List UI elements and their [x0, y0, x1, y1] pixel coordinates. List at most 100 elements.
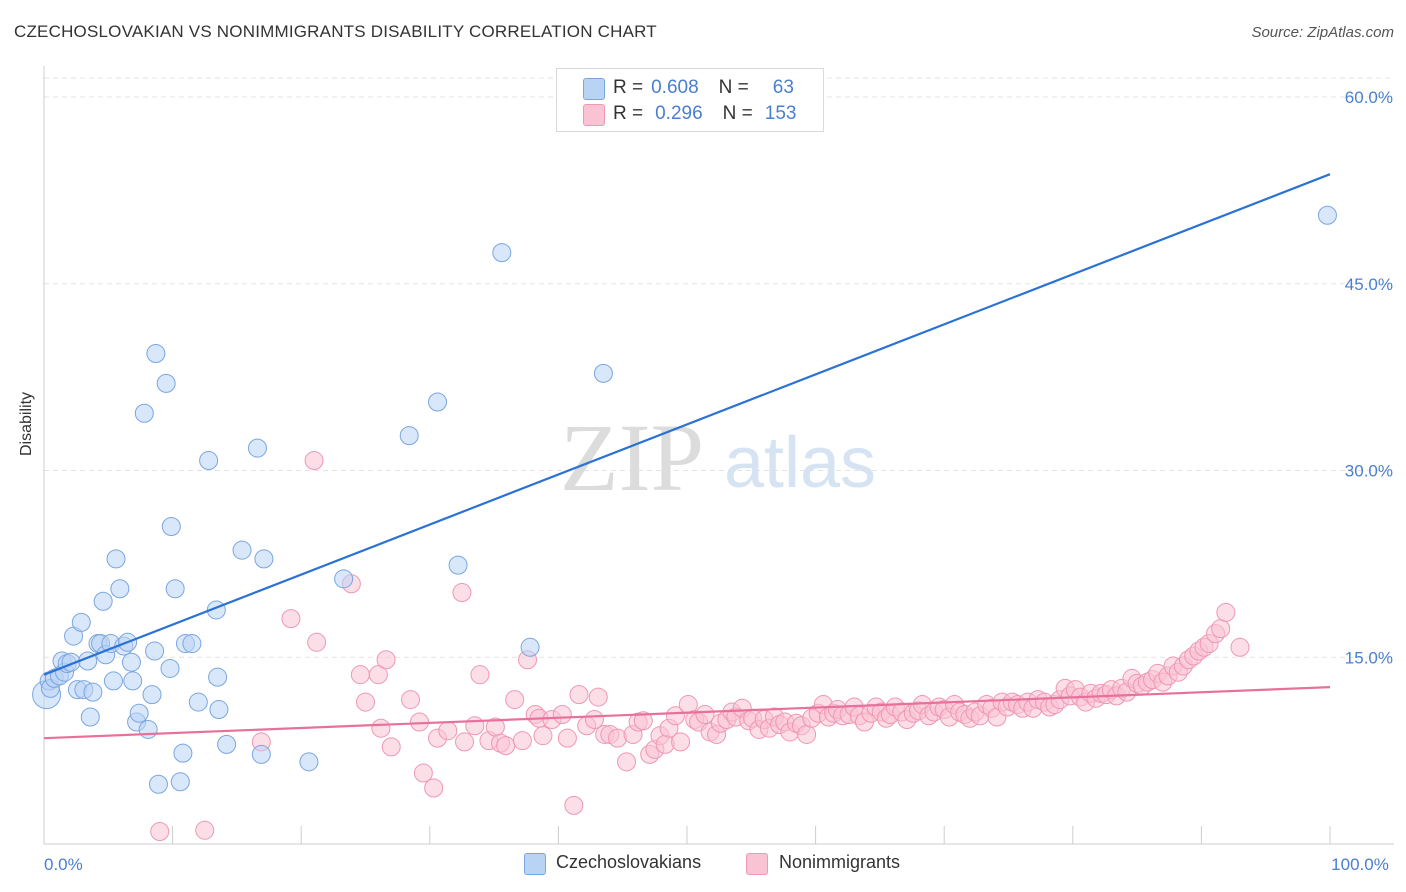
legend-czech-row: R = 0.608 N = 63 [613, 74, 794, 102]
czechoslovakians-point [146, 343, 166, 363]
legend-nonimm-row: R = 0.296 N = 153 [613, 100, 796, 128]
czechoslovakians-point [232, 540, 252, 560]
czechoslovakians-point [134, 403, 154, 423]
chart-title: CZECHOSLOVAKIAN VS NONIMMIGRANTS DISABIL… [14, 22, 657, 41]
czechoslovakians-point [161, 517, 181, 537]
nonimmigrants-point [371, 718, 391, 738]
bottom-legend-czech-label: Czechoslovakians [556, 852, 702, 872]
czechoslovakians-point [71, 612, 91, 632]
nonimmigrants-point [584, 710, 604, 729]
nonimmigrants-point [307, 632, 327, 652]
nonimmigrants-point [452, 583, 472, 603]
legend-czech-r-label: R = [613, 77, 644, 98]
czechoslovakians-point [148, 774, 168, 794]
nonimmigrants-point [376, 650, 396, 670]
czechoslovakians-point [121, 652, 141, 672]
czechoslovakians-point [593, 363, 613, 383]
trend-lines [43, 173, 1331, 740]
nonimmigrants-point [588, 687, 608, 707]
legend-czech-r-value: 0.608 [651, 77, 699, 98]
czechoslovakians-point [199, 451, 219, 471]
czechoslovakians-point [145, 641, 165, 661]
czechoslovakians-point [156, 373, 176, 393]
y-tick-label: 45.0% [1345, 275, 1393, 294]
legend-nonimm-n-label: N = [722, 103, 753, 124]
czechoslovakians-point [251, 744, 271, 764]
czechoslovakians-point [399, 426, 419, 446]
nonimmigrants-point [671, 732, 691, 752]
bottom-legend-czech-swatch [524, 853, 546, 875]
czechoslovakians-trend-line [43, 173, 1331, 676]
nonimmigrants-point [665, 706, 685, 726]
bottom-legend-nonimm-swatch [746, 853, 768, 875]
czechoslovakians-point [110, 579, 130, 599]
watermark-zip: ZIP [560, 404, 704, 511]
nonimmigrants-point [564, 795, 584, 815]
czechoslovakians-point [209, 700, 229, 720]
czechoslovakians-point [123, 671, 143, 691]
legend-czech-n-label: N = [718, 77, 749, 98]
x-tick-label: 0.0% [44, 855, 83, 874]
nonimmigrants-point [465, 716, 485, 736]
legend-nonimm-n-value: 153 [764, 103, 797, 124]
nonimmigrants-point [496, 736, 516, 756]
nonimmigrants-point [533, 726, 553, 746]
nonimmigrants-point [304, 451, 324, 471]
nonimmigrants-point [1211, 619, 1231, 639]
czechoslovakians-point [83, 682, 103, 702]
y-tick-label: 60.0% [1345, 88, 1393, 107]
nonimmigrants-point [617, 752, 637, 772]
czechoslovakians-point [428, 392, 448, 412]
x-tick-label: 100.0% [1331, 855, 1389, 874]
watermark-atlas: atlas [724, 423, 876, 503]
nonimmigrants-point [350, 665, 370, 685]
nonimmigrants-point [470, 665, 490, 685]
nonimmigrants-point [195, 820, 215, 840]
legend-nonimm-swatch [583, 104, 605, 126]
czechoslovakians-point [160, 658, 180, 678]
czechoslovakians-points [32, 205, 1337, 794]
nonimmigrants-point [455, 732, 475, 752]
y-tick-label: 15.0% [1345, 648, 1393, 667]
czechoslovakians-point [138, 719, 158, 739]
nonimmigrants-point [281, 609, 301, 629]
czechoslovakians-point [217, 734, 237, 754]
czechoslovakians-point [93, 591, 113, 611]
legend-nonimm-r-label: R = [613, 103, 644, 124]
axes [43, 66, 1394, 845]
gridlines [44, 77, 1394, 658]
nonimmigrants-point [1216, 602, 1236, 622]
czechoslovakians-point [520, 637, 540, 657]
czechoslovakians-point [299, 752, 319, 772]
nonimmigrants-point [438, 721, 458, 741]
nonimmigrants-point [381, 737, 401, 757]
nonimmigrants-point [797, 724, 817, 744]
czechoslovakians-point [448, 555, 468, 575]
czechoslovakians-point [106, 549, 126, 569]
czechoslovakians-point [165, 579, 185, 599]
y-tick-label: 30.0% [1345, 462, 1393, 481]
czechoslovakians-point [173, 743, 193, 763]
nonimmigrants-point [557, 728, 577, 748]
czechoslovakians-point [208, 667, 228, 687]
nonimmigrants-point [695, 705, 715, 725]
bottom-legend-nonimm-label: Nonimmigrants [779, 852, 901, 872]
source-label: Source: ZipAtlas.com [1251, 24, 1394, 41]
nonimmigrants-point [150, 822, 170, 842]
nonimmigrants-point [512, 731, 532, 751]
legend-nonimm-r-value: 0.296 [655, 103, 703, 124]
czechoslovakians-point [254, 549, 274, 569]
legend-czech-swatch [583, 78, 605, 100]
nonimmigrants-point [552, 705, 572, 725]
nonimmigrants-point [368, 665, 388, 685]
czechoslovakians-point [247, 438, 267, 458]
nonimmigrants-point [356, 692, 375, 712]
nonimmigrants-point [413, 763, 433, 783]
nonimmigrants-trend-line [43, 686, 1331, 740]
czechoslovakians-point [103, 671, 123, 691]
czechoslovakians-point [182, 634, 202, 654]
czechoslovakians-point [170, 772, 190, 792]
czechoslovakians-point [80, 707, 100, 727]
czechoslovakians-point [142, 685, 162, 705]
